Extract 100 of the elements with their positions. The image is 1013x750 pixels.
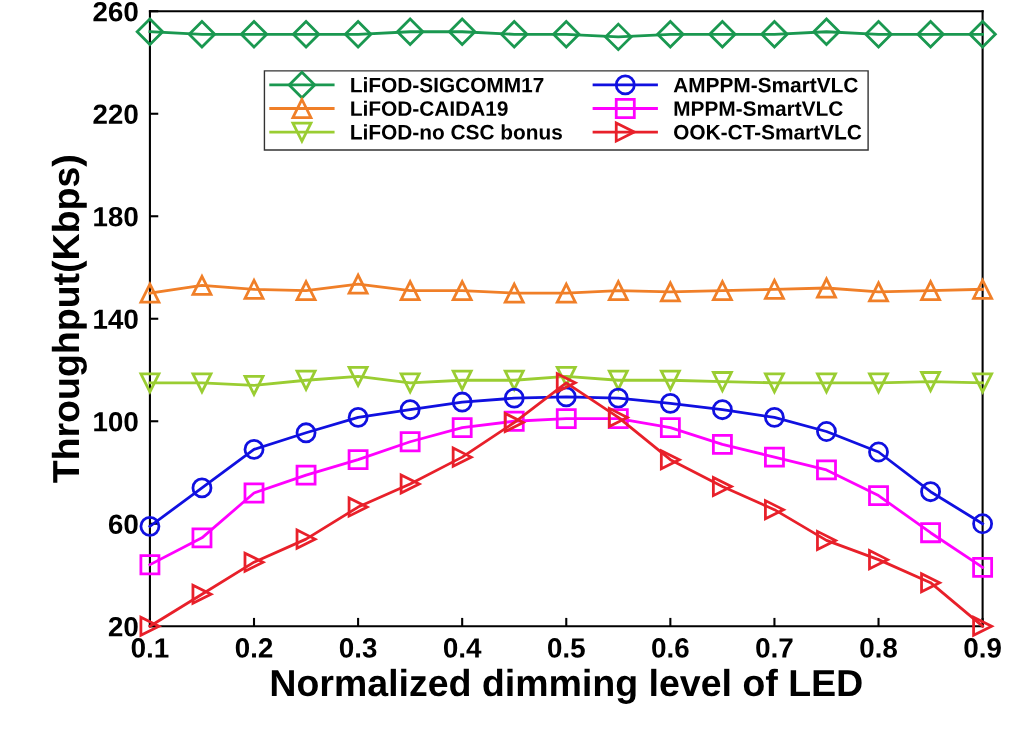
- point: [295, 280, 317, 301]
- point: [920, 371, 941, 392]
- point: [243, 551, 265, 573]
- point: [243, 482, 265, 504]
- point: [764, 406, 785, 428]
- point: [656, 20, 685, 49]
- point: [243, 278, 265, 300]
- point: [451, 446, 473, 468]
- point: [347, 449, 369, 471]
- point: [760, 20, 789, 49]
- point: [343, 20, 373, 49]
- legend-label: AMPPM-SmartVLC: [673, 77, 858, 93]
- point: [607, 280, 629, 301]
- point: [711, 371, 733, 392]
- point: [607, 387, 629, 409]
- point: [816, 459, 837, 481]
- point: [399, 399, 421, 421]
- point: [711, 433, 733, 455]
- point: [972, 278, 994, 300]
- x-axis-title: Normalized dimming level of LED: [271, 668, 862, 704]
- point: [708, 20, 737, 49]
- point: [555, 282, 577, 304]
- legend-label: LiFOD-no CSC bonus: [351, 124, 562, 140]
- point: [920, 572, 941, 594]
- y-tick-label: 260: [93, 1, 138, 22]
- point: [243, 439, 265, 460]
- point: [816, 421, 837, 442]
- point: [659, 449, 681, 471]
- point: [607, 369, 629, 391]
- y-tick-label: 140: [94, 309, 138, 330]
- point: [972, 372, 994, 394]
- point: [503, 387, 525, 409]
- point: [920, 481, 941, 503]
- x-tick-label: 0.4: [443, 638, 482, 658]
- point: [868, 485, 889, 506]
- point: [191, 275, 213, 296]
- point: [972, 556, 994, 578]
- point: [139, 282, 161, 304]
- x-tick-label: 0.9: [964, 638, 1001, 658]
- point: [399, 473, 421, 495]
- point: [920, 522, 941, 544]
- y-tick-label: 180: [94, 206, 138, 227]
- point: [764, 372, 785, 394]
- point: [868, 441, 889, 463]
- point: [972, 615, 994, 637]
- point: [868, 549, 889, 571]
- point: [291, 20, 321, 49]
- point: [139, 615, 161, 637]
- point: [659, 392, 681, 414]
- y-axis-title: Throughput(Kbps): [51, 156, 87, 483]
- x-tick-label: 0.8: [860, 638, 897, 658]
- point: [191, 527, 213, 549]
- x-tick-label: 0.3: [339, 638, 377, 658]
- point: [347, 496, 369, 518]
- point: [448, 17, 477, 46]
- point: [604, 22, 633, 52]
- point: [868, 281, 889, 303]
- legend-label: LiFOD-SIGCOMM17: [351, 77, 544, 93]
- point: [711, 476, 733, 498]
- point: [191, 372, 213, 394]
- point: [764, 499, 785, 521]
- point: [659, 369, 681, 391]
- point: [395, 17, 425, 46]
- point: [764, 446, 785, 468]
- point: [816, 372, 837, 394]
- point: [191, 583, 213, 605]
- x-tick-label: 0.1: [131, 638, 169, 658]
- point: [659, 417, 681, 439]
- x-tick-label: 0.5: [548, 638, 585, 658]
- legend-label: MPPM-SmartVLC: [674, 101, 843, 117]
- point: [812, 17, 841, 46]
- point: [764, 278, 785, 300]
- x-tick-label: 0.2: [235, 638, 273, 658]
- point: [864, 20, 893, 49]
- point: [555, 372, 577, 394]
- point: [187, 20, 217, 49]
- point: [451, 417, 473, 439]
- point: [868, 372, 889, 394]
- point: [347, 273, 369, 295]
- point: [139, 372, 161, 394]
- point: [243, 374, 265, 396]
- point: [968, 20, 997, 49]
- y-tick-label: 20: [108, 616, 138, 637]
- legend-label: OOK-CT-SmartVLC: [674, 124, 862, 140]
- point: [295, 422, 317, 444]
- point: [972, 513, 994, 535]
- point: [555, 408, 577, 430]
- point: [503, 282, 525, 304]
- y-tick-label: 60: [108, 514, 138, 535]
- point: [191, 477, 213, 499]
- point: [347, 406, 369, 428]
- point: [816, 529, 837, 551]
- point: [500, 20, 529, 49]
- x-tick-label: 0.7: [756, 638, 793, 658]
- y-tick-label: 100: [94, 411, 138, 432]
- point: [295, 528, 317, 550]
- point: [399, 280, 421, 301]
- point: [451, 280, 473, 301]
- point: [451, 369, 473, 391]
- point: [815, 275, 838, 299]
